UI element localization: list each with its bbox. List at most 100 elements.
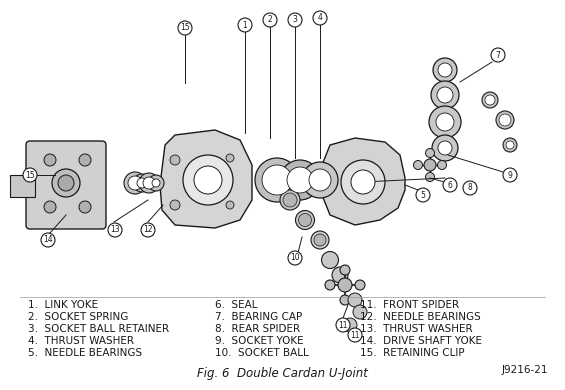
Circle shape — [295, 211, 315, 229]
Circle shape — [340, 265, 350, 275]
Circle shape — [416, 188, 430, 202]
Circle shape — [348, 293, 362, 307]
Circle shape — [343, 318, 357, 332]
Circle shape — [321, 252, 338, 268]
Text: 8: 8 — [468, 184, 472, 193]
Circle shape — [141, 223, 155, 237]
Circle shape — [128, 176, 142, 190]
Text: Fig. 6  Double Cardan U-Joint: Fig. 6 Double Cardan U-Joint — [197, 367, 367, 380]
Circle shape — [44, 154, 56, 166]
Circle shape — [288, 251, 302, 265]
Circle shape — [437, 87, 453, 103]
Circle shape — [438, 141, 452, 155]
Circle shape — [443, 178, 457, 192]
Circle shape — [288, 13, 302, 27]
Text: 13.  THRUST WASHER: 13. THRUST WASHER — [360, 324, 473, 334]
Text: 15.  RETAINING CLIP: 15. RETAINING CLIP — [360, 348, 464, 358]
Circle shape — [280, 160, 320, 200]
Text: 1.  LINK YOKE: 1. LINK YOKE — [28, 300, 98, 310]
Circle shape — [432, 135, 458, 161]
Circle shape — [325, 280, 335, 290]
Circle shape — [124, 172, 146, 194]
Circle shape — [353, 305, 367, 319]
Text: 7.  BEARING CAP: 7. BEARING CAP — [215, 312, 302, 322]
Circle shape — [137, 178, 147, 188]
Text: 11.  FRONT SPIDER: 11. FRONT SPIDER — [360, 300, 459, 310]
Circle shape — [133, 174, 151, 192]
Circle shape — [226, 201, 234, 209]
Circle shape — [425, 149, 434, 158]
Circle shape — [311, 231, 329, 249]
FancyBboxPatch shape — [26, 141, 106, 229]
Circle shape — [433, 58, 457, 82]
Circle shape — [309, 169, 331, 191]
Circle shape — [44, 201, 56, 213]
Circle shape — [170, 155, 180, 165]
Circle shape — [485, 95, 495, 105]
Text: 10: 10 — [290, 254, 300, 262]
Circle shape — [482, 92, 498, 108]
Circle shape — [438, 63, 452, 77]
Polygon shape — [322, 138, 405, 225]
Text: 6: 6 — [447, 181, 453, 190]
Circle shape — [58, 175, 74, 191]
Text: 5.  NEEDLE BEARINGS: 5. NEEDLE BEARINGS — [28, 348, 142, 358]
Text: 7: 7 — [496, 50, 501, 60]
Text: 10.  SOCKET BALL: 10. SOCKET BALL — [215, 348, 308, 358]
Circle shape — [170, 200, 180, 210]
Circle shape — [143, 177, 155, 189]
Circle shape — [152, 179, 160, 187]
Text: 4: 4 — [318, 14, 323, 23]
Text: 15: 15 — [25, 170, 35, 179]
Bar — [10, 175, 35, 197]
Circle shape — [437, 161, 446, 170]
Circle shape — [302, 162, 338, 198]
Circle shape — [496, 111, 514, 129]
Text: 3: 3 — [293, 16, 297, 25]
Polygon shape — [160, 130, 252, 228]
Circle shape — [338, 278, 352, 292]
Text: 2: 2 — [268, 16, 272, 25]
Circle shape — [332, 267, 348, 283]
Circle shape — [336, 318, 350, 332]
Circle shape — [341, 160, 385, 204]
Circle shape — [283, 193, 297, 207]
Text: 11: 11 — [338, 321, 347, 330]
Circle shape — [287, 167, 313, 193]
Circle shape — [499, 114, 511, 126]
Text: 3.  SOCKET BALL RETAINER: 3. SOCKET BALL RETAINER — [28, 324, 169, 334]
Text: 11: 11 — [350, 330, 360, 340]
Circle shape — [436, 113, 454, 131]
Text: 5: 5 — [420, 190, 425, 200]
Circle shape — [178, 21, 192, 35]
Text: 6.  SEAL: 6. SEAL — [215, 300, 258, 310]
Text: 9: 9 — [507, 170, 512, 179]
Circle shape — [255, 158, 299, 202]
Circle shape — [314, 234, 326, 246]
Circle shape — [506, 141, 514, 149]
Circle shape — [262, 165, 292, 195]
Circle shape — [351, 170, 375, 194]
Circle shape — [148, 175, 164, 191]
Circle shape — [139, 173, 159, 193]
Circle shape — [23, 168, 37, 182]
Circle shape — [491, 48, 505, 62]
Text: 12.  NEEDLE BEARINGS: 12. NEEDLE BEARINGS — [360, 312, 481, 322]
Circle shape — [280, 190, 300, 210]
Text: 1: 1 — [242, 21, 247, 30]
Circle shape — [348, 328, 362, 342]
Circle shape — [238, 18, 252, 32]
Circle shape — [183, 155, 233, 205]
Circle shape — [298, 213, 311, 227]
Circle shape — [79, 154, 91, 166]
Text: 4.  THRUST WASHER: 4. THRUST WASHER — [28, 336, 134, 346]
Circle shape — [425, 172, 434, 181]
Text: J9216-21: J9216-21 — [502, 365, 548, 375]
Circle shape — [313, 11, 327, 25]
Circle shape — [429, 106, 461, 138]
Circle shape — [431, 81, 459, 109]
Text: 14.  DRIVE SHAFT YOKE: 14. DRIVE SHAFT YOKE — [360, 336, 482, 346]
Circle shape — [424, 159, 436, 171]
Circle shape — [108, 223, 122, 237]
Circle shape — [340, 295, 350, 305]
